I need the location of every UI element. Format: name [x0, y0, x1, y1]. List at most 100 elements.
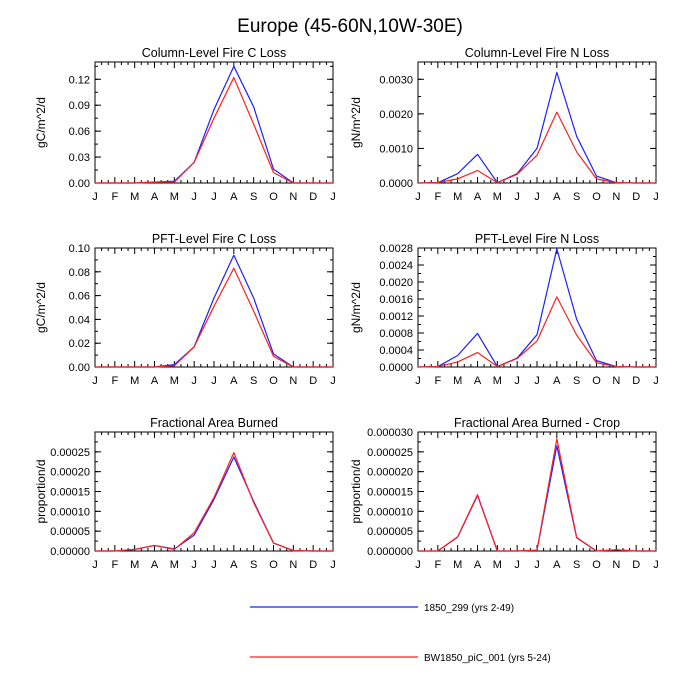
plot-frame	[94, 61, 334, 184]
series-line-2	[417, 111, 656, 184]
x-tick-label: M	[453, 191, 462, 203]
y-axis-label: gN/m^2/d	[349, 97, 363, 148]
x-tick-label: A	[474, 375, 482, 387]
x-tick-label: J	[534, 559, 540, 571]
x-tick-label: J	[653, 191, 659, 203]
x-tick-label: D	[632, 375, 640, 387]
y-tick-label: 0.00005	[50, 526, 90, 538]
panel-title: Column-Level Fire C Loss	[142, 46, 287, 60]
x-tick-label: J	[415, 375, 421, 387]
x-tick-label: A	[230, 191, 238, 203]
y-tick-label: 0.00015	[50, 487, 90, 499]
x-tick-label: J	[92, 375, 98, 387]
y-axis-label: proportion/d	[349, 459, 363, 523]
y-tick-label: 0.0000	[379, 178, 413, 190]
y-tick-label: 0.0020	[379, 277, 413, 289]
y-tick-label: 0.0016	[379, 294, 413, 306]
y-tick-label: 0.10	[69, 243, 90, 255]
x-tick-label: J	[211, 559, 217, 571]
y-tick-label: 0.000005	[367, 526, 413, 538]
panel-title: PFT-Level Fire C Loss	[152, 232, 276, 246]
y-tick-label: 0.0008	[379, 328, 413, 340]
x-tick-label: A	[474, 191, 482, 203]
y-tick-label: 0.04	[69, 314, 90, 326]
x-tick-label: J	[92, 191, 98, 203]
y-tick-label: 0.000030	[367, 427, 413, 439]
y-tick-label: 0.0000	[379, 362, 413, 374]
series-line-1	[417, 248, 656, 368]
y-tick-label: 0.0020	[379, 109, 413, 121]
x-tick-label: J	[92, 559, 98, 571]
panel-title: PFT-Level Fire N Loss	[475, 232, 599, 246]
y-axis-label: proportion/d	[34, 459, 48, 523]
y-tick-label: 0.00	[69, 362, 90, 374]
y-tick-label: 0.0028	[379, 243, 413, 255]
x-tick-label: A	[553, 191, 561, 203]
x-tick-label: F	[434, 191, 441, 203]
x-tick-label: N	[612, 559, 620, 571]
y-tick-label: 0.00020	[50, 467, 90, 479]
series-line-1	[95, 254, 333, 368]
series-line-1	[418, 445, 656, 552]
panel-title: Column-Level Fire N Loss	[465, 46, 610, 60]
x-tick-label: N	[289, 559, 297, 571]
y-tick-label: 0.000020	[367, 467, 413, 479]
y-tick-label: 0.000015	[367, 487, 413, 499]
legend-label-2: BW1850_piC_001 (yrs 5-24)	[424, 653, 551, 664]
plot-frame	[94, 431, 334, 552]
x-tick-label: M	[453, 375, 462, 387]
y-tick-label: 0.09	[69, 100, 90, 112]
x-tick-label: M	[170, 191, 179, 203]
x-tick-label: A	[553, 559, 561, 571]
plot-frame	[417, 61, 657, 184]
x-tick-label: O	[592, 559, 601, 571]
x-tick-label: J	[514, 559, 520, 571]
y-tick-label: 0.08	[69, 267, 90, 279]
panel-title: Fractional Area Burned	[150, 416, 278, 430]
x-tick-label: D	[632, 559, 640, 571]
x-tick-label: F	[111, 191, 118, 203]
x-tick-label: J	[191, 559, 197, 571]
series-line-2	[95, 76, 333, 184]
x-tick-label: D	[309, 375, 317, 387]
plot-frame	[417, 247, 657, 368]
x-tick-label: F	[434, 375, 441, 387]
y-tick-label: 0.06	[69, 126, 90, 138]
x-tick-label: J	[330, 191, 336, 203]
x-tick-label: O	[269, 375, 278, 387]
x-tick-label: D	[309, 559, 317, 571]
series-line-2	[417, 296, 656, 368]
x-tick-label: J	[415, 191, 421, 203]
y-tick-label: 0.02	[69, 338, 90, 350]
x-tick-label: D	[309, 191, 317, 203]
y-axis-label: gN/m^2/d	[349, 282, 363, 333]
x-tick-label: N	[612, 191, 620, 203]
legend-label-1: 1850_299 (yrs 2-49)	[424, 603, 514, 614]
x-tick-label: O	[592, 191, 601, 203]
x-tick-label: J	[534, 375, 540, 387]
x-tick-label: A	[474, 559, 482, 571]
y-tick-label: 0.12	[69, 74, 90, 86]
y-tick-label: 0.000025	[367, 447, 413, 459]
x-tick-label: J	[211, 191, 217, 203]
y-tick-label: 0.0004	[379, 345, 413, 357]
x-tick-label: N	[612, 375, 620, 387]
x-tick-label: M	[170, 375, 179, 387]
x-tick-label: F	[434, 559, 441, 571]
x-tick-label: M	[493, 375, 502, 387]
x-tick-label: O	[592, 375, 601, 387]
x-tick-label: J	[330, 559, 336, 571]
y-tick-label: 0.0030	[379, 74, 413, 86]
y-tick-label: 0.000010	[367, 506, 413, 518]
y-tick-label: 0.06	[69, 291, 90, 303]
figure-title: Europe (45-60N,10W-30E)	[237, 16, 463, 37]
y-axis-label: gC/m^2/d	[34, 97, 48, 148]
x-tick-label: S	[250, 375, 257, 387]
